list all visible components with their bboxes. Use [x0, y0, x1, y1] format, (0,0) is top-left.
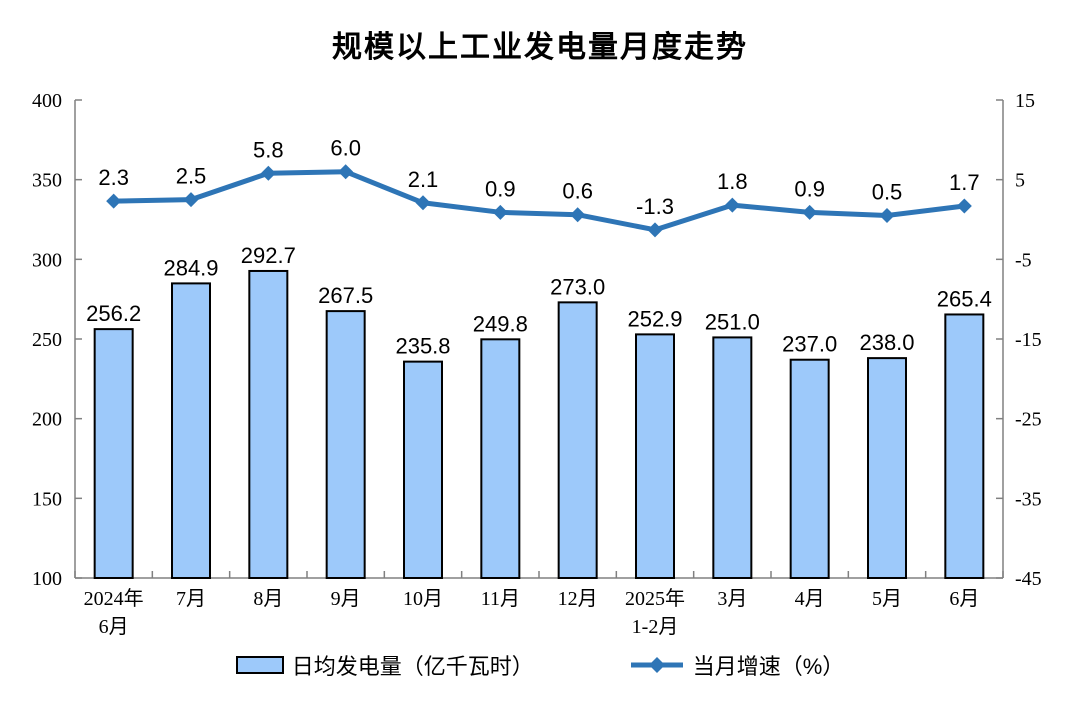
line-value-label: 0.5: [872, 180, 903, 205]
line-marker-icon: [879, 208, 895, 224]
line-marker-icon: [956, 198, 972, 214]
line-value-label: 2.5: [176, 164, 207, 189]
bar-value-label: 265.4: [937, 286, 992, 311]
bar-value-label: 238.0: [859, 330, 914, 355]
y-axis-right-tick-label: -35: [1015, 488, 1042, 510]
y-axis-left-tick-label: 350: [32, 170, 62, 192]
line-value-label: -1.3: [636, 194, 674, 219]
line-value-label: 0.9: [485, 176, 516, 201]
line-value-label: 2.3: [98, 165, 129, 190]
y-axis-right-tick-label: -5: [1015, 249, 1032, 271]
bar: [248, 269, 289, 579]
y-axis-right-tick-label: 15: [1015, 90, 1035, 112]
y-axis-right-tick-label: -45: [1015, 568, 1042, 590]
x-tick-label: 5月: [872, 588, 902, 610]
y-axis-right-tick-label: -15: [1015, 329, 1042, 351]
bar-value-label: 235.8: [395, 334, 450, 359]
line-marker-icon: [415, 195, 431, 211]
x-tick-label: 8月: [253, 588, 283, 610]
growth-line: [111, 169, 967, 233]
line-marker-icon: [570, 207, 586, 223]
line-marker-icon: [492, 204, 508, 220]
bar-value-label: 249.8: [473, 311, 528, 336]
line-marker-icon: [106, 193, 122, 209]
bar: [867, 357, 907, 579]
line-marker-icon: [260, 165, 276, 181]
x-tick-label: 2024年 6月: [84, 587, 144, 638]
bar: [944, 313, 985, 579]
legend: 日均发电量（亿千瓦时） 当月增速（%）: [0, 649, 1080, 681]
line-value-label: 0.9: [794, 176, 825, 201]
bar-value-label: 251.0: [705, 309, 760, 334]
line-value-label: 0.6: [562, 179, 593, 204]
y-axis-left-tick-label: 250: [32, 329, 62, 351]
bar-value-label: 273.0: [550, 274, 605, 299]
line-marker-icon: [183, 192, 199, 208]
bar: [789, 358, 830, 580]
bar: [171, 282, 211, 579]
y-axis-left-tick-label: 200: [32, 409, 62, 431]
y-axis-left-tick-label: 100: [32, 568, 62, 590]
bar: [403, 360, 443, 579]
bar: [635, 333, 675, 579]
chart-title: 规模以上工业发电量月度走势: [332, 31, 748, 64]
line-legend-label: 当月增速（%）: [692, 654, 845, 679]
bar-legend-swatch-icon: [235, 656, 284, 674]
y-axis-left-tick-label: 400: [32, 90, 62, 112]
y-axis-left-tick-label: 150: [32, 488, 62, 510]
bar-value-label: 292.7: [241, 243, 296, 268]
line-value-label: 5.8: [253, 137, 284, 162]
x-tick-label: 4月: [795, 588, 825, 610]
y-axis-left-tick-label: 300: [32, 249, 62, 271]
line-marker-icon: [647, 222, 663, 238]
legend-item-line: 当月增速（%）: [629, 649, 845, 681]
line-value-label: 2.1: [408, 167, 439, 192]
line-value-label: 6.0: [330, 136, 361, 161]
x-tick-label: 7月: [176, 588, 206, 610]
line-legend-marker-icon: [630, 657, 683, 673]
bar: [93, 328, 134, 579]
legend-item-bar: 日均发电量（亿千瓦时）: [235, 649, 534, 681]
bar-value-label: 256.2: [86, 301, 141, 326]
y-axis-right-tick-label: 5: [1015, 170, 1025, 192]
line-value-label: 1.7: [949, 170, 980, 195]
x-tick-label: 10月: [403, 588, 443, 610]
x-tick-label: 9月: [331, 588, 361, 610]
bar: [480, 338, 521, 579]
x-tick-label: 2025年 1-2月: [625, 587, 685, 638]
bar-value-label: 237.0: [782, 332, 837, 357]
line-marker-icon: [802, 204, 818, 220]
bar-legend-label: 日均发电量（亿千瓦时）: [291, 654, 534, 679]
bar: [712, 336, 753, 580]
bar-value-label: 252.9: [627, 306, 682, 331]
line-value-label: 1.8: [717, 169, 748, 194]
x-tick-label: 3月: [717, 588, 747, 610]
bar-value-label: 267.5: [318, 283, 373, 308]
bar: [325, 310, 366, 579]
x-tick-label: 11月: [481, 588, 520, 610]
x-tick-label: 6月: [949, 588, 979, 610]
line-marker-icon: [724, 197, 740, 213]
line-marker-icon: [338, 164, 354, 180]
y-axis-right-tick-label: -25: [1015, 409, 1042, 431]
bar: [557, 301, 598, 579]
x-tick-label: 12月: [558, 588, 598, 610]
bar-value-label: 284.9: [163, 255, 218, 280]
